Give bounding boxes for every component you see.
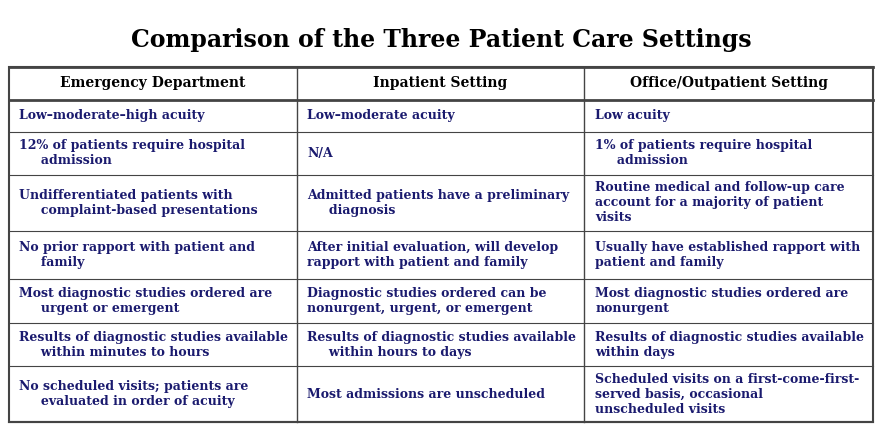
Text: Scheduled visits on a first-come-first-
served basis, occasional
unscheduled vis: Scheduled visits on a first-come-first- …	[595, 373, 859, 416]
Text: Most diagnostic studies ordered are
     urgent or emergent: Most diagnostic studies ordered are urge…	[19, 287, 273, 315]
Text: Office/Outpatient Setting: Office/Outpatient Setting	[630, 77, 828, 90]
Text: Admitted patients have a preliminary
     diagnosis: Admitted patients have a preliminary dia…	[307, 189, 570, 217]
Text: Low–moderate acuity: Low–moderate acuity	[307, 109, 455, 122]
Text: Results of diagnostic studies available
     within hours to days: Results of diagnostic studies available …	[307, 331, 576, 359]
Text: After initial evaluation, will develop
rapport with patient and family: After initial evaluation, will develop r…	[307, 241, 558, 268]
Text: 12% of patients require hospital
     admission: 12% of patients require hospital admissi…	[19, 139, 245, 167]
Text: Undifferentiated patients with
     complaint-based presentations: Undifferentiated patients with complaint…	[19, 189, 258, 217]
Text: Inpatient Setting: Inpatient Setting	[373, 77, 508, 90]
Text: Routine medical and follow-up care
account for a majority of patient
visits: Routine medical and follow-up care accou…	[595, 181, 845, 224]
Text: Usually have established rapport with
patient and family: Usually have established rapport with pa…	[595, 241, 860, 268]
Text: Diagnostic studies ordered can be
nonurgent, urgent, or emergent: Diagnostic studies ordered can be nonurg…	[307, 287, 547, 315]
Text: Low acuity: Low acuity	[595, 109, 669, 122]
Text: No prior rapport with patient and
     family: No prior rapport with patient and family	[19, 241, 256, 268]
Text: Emergency Department: Emergency Department	[60, 77, 245, 90]
Text: Comparison of the Three Patient Care Settings: Comparison of the Three Patient Care Set…	[131, 28, 751, 52]
Text: Most admissions are unscheduled: Most admissions are unscheduled	[307, 388, 545, 401]
Text: 1% of patients require hospital
     admission: 1% of patients require hospital admissio…	[595, 139, 812, 167]
Text: Results of diagnostic studies available
     within minutes to hours: Results of diagnostic studies available …	[19, 331, 288, 359]
Text: No scheduled visits; patients are
     evaluated in order of acuity: No scheduled visits; patients are evalua…	[19, 380, 249, 408]
Text: N/A: N/A	[307, 147, 333, 160]
Text: Low–moderate–high acuity: Low–moderate–high acuity	[19, 109, 205, 122]
Text: Results of diagnostic studies available
within days: Results of diagnostic studies available …	[595, 331, 864, 359]
Text: Most diagnostic studies ordered are
nonurgent: Most diagnostic studies ordered are nonu…	[595, 287, 848, 315]
